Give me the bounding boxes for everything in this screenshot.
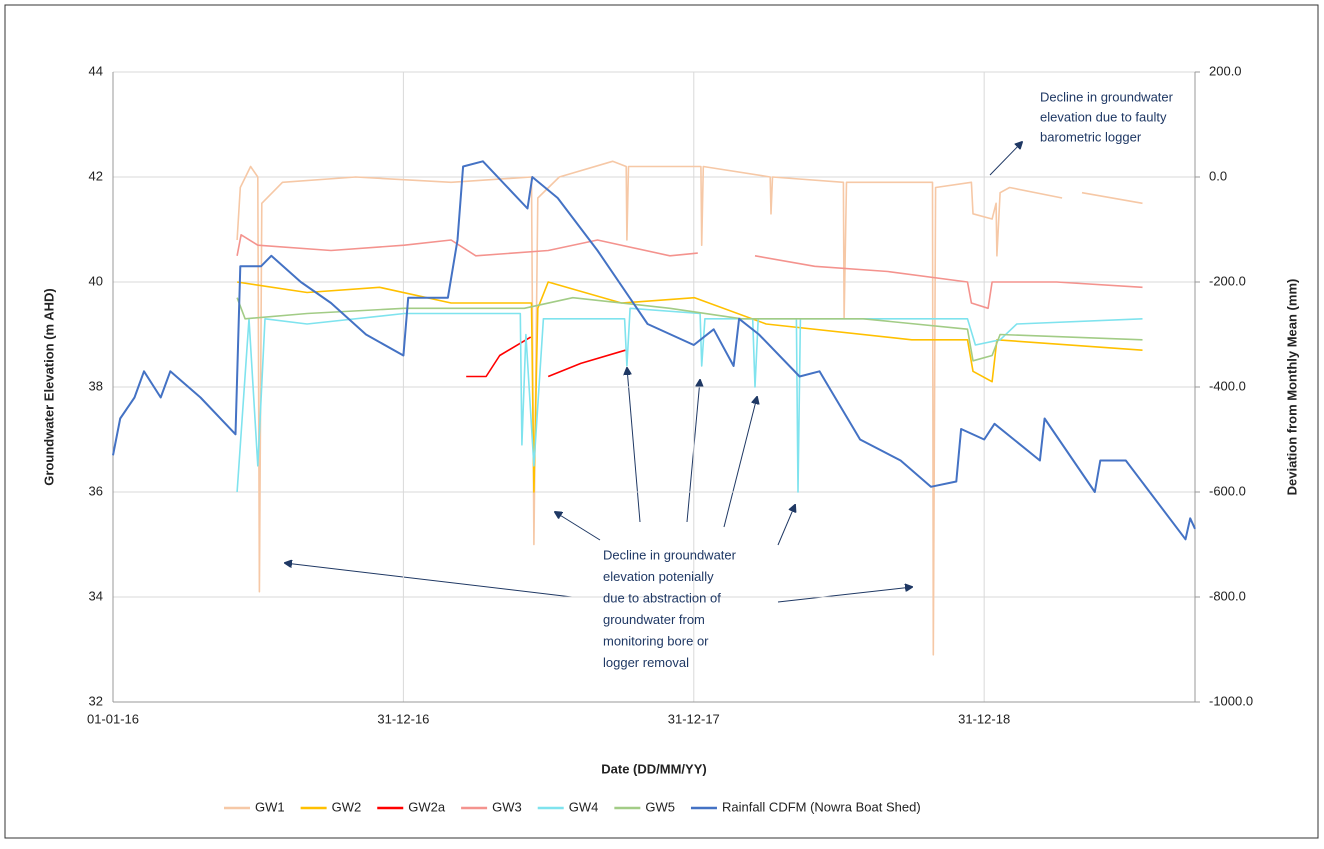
series-line xyxy=(236,296,1143,362)
annotation: due to abstraction of xyxy=(603,590,721,605)
annotation: monitoring bore or xyxy=(603,633,709,648)
y2-tick-label: 0.0 xyxy=(1209,168,1227,183)
annotation: groundwater from xyxy=(603,612,705,627)
legend-label: GW2a xyxy=(408,799,446,814)
series-line xyxy=(236,307,1143,493)
y-tick-label: 38 xyxy=(89,378,103,393)
series-line xyxy=(236,160,1143,656)
y2-tick-label: -1000.0 xyxy=(1209,693,1253,708)
legend-label: GW2 xyxy=(332,799,362,814)
annotation: Decline in groundwater xyxy=(603,547,737,562)
x-tick-label: 31-12-16 xyxy=(377,711,429,726)
x-tick-label: 31-12-17 xyxy=(668,711,720,726)
annotation: elevation potenially xyxy=(603,569,714,584)
y-tick-label: 34 xyxy=(89,588,103,603)
y2-tick-label: -600.0 xyxy=(1209,483,1246,498)
y2-tick-label: -400.0 xyxy=(1209,378,1246,393)
y-axis-label: Groundwater Elevation (m AHD) xyxy=(41,288,56,485)
y-tick-label: 36 xyxy=(89,483,103,498)
y2-axis-label: Deviation from Monthly Mean (mm) xyxy=(1284,279,1299,496)
legend-label: GW3 xyxy=(492,799,522,814)
y-tick-label: 42 xyxy=(89,168,103,183)
y2-tick-label: 200.0 xyxy=(1209,63,1242,78)
annotation: barometric logger xyxy=(1040,129,1142,144)
y-tick-label: 32 xyxy=(89,693,103,708)
series-line xyxy=(236,234,1143,310)
legend-label: GW4 xyxy=(569,799,599,814)
legend-label: Rainfall CDFM (Nowra Boat Shed) xyxy=(722,799,921,814)
legend-label: GW1 xyxy=(255,799,285,814)
y2-tick-label: -200.0 xyxy=(1209,273,1246,288)
x-tick-label: 31-12-18 xyxy=(958,711,1010,726)
y2-tick-label: -800.0 xyxy=(1209,588,1246,603)
series-line xyxy=(112,160,1196,541)
x-axis-label: Date (DD/MM/YY) xyxy=(601,761,706,776)
legend-label: GW5 xyxy=(645,799,675,814)
y-tick-label: 40 xyxy=(89,273,103,288)
y-tick-label: 44 xyxy=(89,63,103,78)
annotation: elevation due to faulty xyxy=(1040,109,1167,124)
annotation: Decline in groundwater xyxy=(1040,89,1174,104)
annotation: logger removal xyxy=(603,655,689,670)
x-tick-label: 01-01-16 xyxy=(87,711,139,726)
series-line xyxy=(466,336,626,378)
